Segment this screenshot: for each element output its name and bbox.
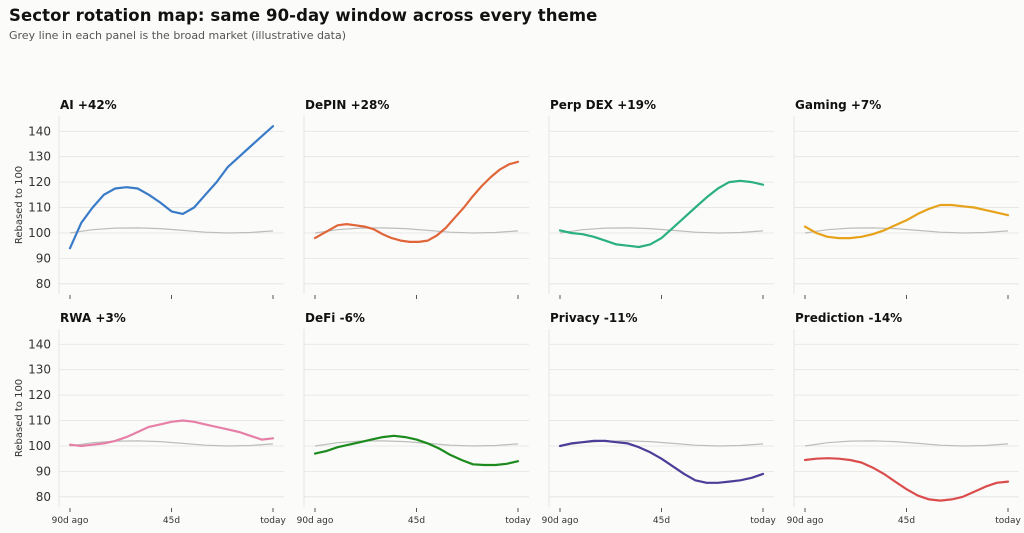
y-axis-label: Rebased to 100 (14, 166, 25, 244)
x-tick-label: today (995, 516, 1021, 526)
series-line (803, 457, 1010, 502)
x-tick-label: 45d (408, 516, 425, 526)
panel-prediction: 90d ago 45d today Prediction -14% (787, 311, 1022, 526)
y-tick-label: 120 (28, 388, 51, 402)
panel-title: DeFi -6% (305, 311, 365, 325)
panel-title: AI +42% (60, 98, 117, 112)
panel-privacy: 90d ago 45d today Privacy -11% (542, 311, 777, 526)
x-tick-label: 45d (163, 516, 180, 526)
panel-title: DePIN +28% (305, 98, 389, 112)
x-tick-label: 90d ago (542, 516, 579, 526)
series-line (68, 419, 275, 448)
y-tick-label: 130 (28, 150, 51, 164)
x-tick-label: 90d ago (52, 516, 89, 526)
x-tick-label: today (260, 516, 286, 526)
market-line (314, 227, 519, 234)
y-tick-label: 100 (28, 439, 51, 453)
y-tick-label: 100 (28, 226, 51, 240)
y-tick-label: 110 (28, 414, 51, 428)
y-tick-label: 120 (28, 175, 51, 189)
panel-title: Gaming +7% (795, 98, 881, 112)
chart-title: Sector rotation map: same 90-day window … (9, 6, 598, 25)
series-line (803, 203, 1010, 240)
panel-perp-dex: Perp DEX +19% (548, 98, 774, 299)
market-line (69, 227, 274, 234)
panel-gaming: Gaming +7% (793, 98, 1019, 299)
series-line (558, 179, 765, 249)
panel-rwa: 80 90 100 110 120 130 140 Rebased to 100 90d ago… (14, 311, 286, 526)
x-tick-label: 45d (653, 516, 670, 526)
market-line (314, 440, 519, 447)
panel-title: Privacy -11% (550, 311, 638, 325)
market-line (69, 440, 274, 447)
panel-defi: 90d ago 45d today DeFi -6% (297, 311, 532, 526)
y-tick-label: 140 (28, 124, 51, 138)
x-tick-label: 90d ago (297, 516, 334, 526)
series-line (313, 160, 520, 243)
y-tick-label: 130 (28, 363, 51, 377)
panel-title: Perp DEX +19% (550, 98, 656, 112)
series-line (558, 439, 765, 484)
panel-depin: DePIN +28% (303, 98, 529, 299)
market-line (804, 440, 1009, 447)
y-tick-label: 80 (36, 277, 51, 291)
y-tick-label: 140 (28, 337, 51, 351)
panel-title: Prediction -14% (795, 311, 902, 325)
x-tick-label: today (750, 516, 776, 526)
x-tick-label: today (505, 516, 531, 526)
y-axis-label: Rebased to 100 (14, 379, 25, 457)
chart-subtitle: Grey line in each panel is the broad mar… (9, 29, 347, 42)
panel-title: RWA +3% (60, 311, 126, 325)
market-line (559, 227, 764, 234)
x-tick-label: 90d ago (787, 516, 824, 526)
series-line (313, 434, 520, 467)
y-tick-label: 110 (28, 201, 51, 215)
y-tick-label: 80 (36, 490, 51, 504)
y-tick-label: 90 (36, 251, 51, 265)
panel-ai: 80 90 100 110 120 130 140 Rebased to 100 AI +42% (14, 98, 284, 299)
market-line (804, 227, 1009, 234)
x-tick-label: 45d (898, 516, 915, 526)
series-line (68, 125, 275, 250)
y-tick-label: 90 (36, 464, 51, 478)
